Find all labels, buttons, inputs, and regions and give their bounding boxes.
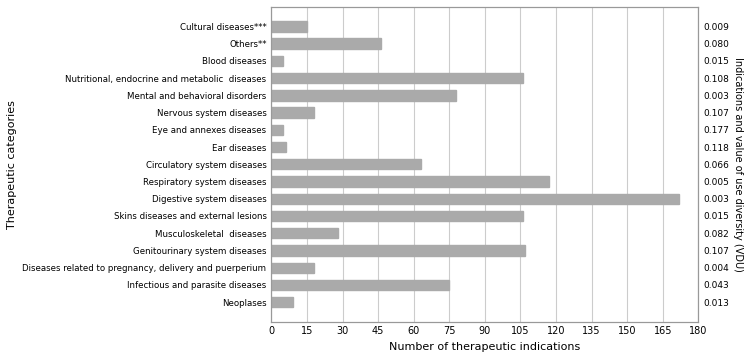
Bar — [272, 90, 457, 101]
Bar — [272, 107, 314, 118]
Bar — [272, 194, 680, 204]
Bar — [272, 262, 314, 273]
Bar — [272, 73, 523, 83]
Bar — [272, 125, 284, 135]
Bar — [272, 297, 292, 307]
Bar — [272, 38, 380, 49]
Bar — [272, 245, 525, 256]
Bar — [272, 21, 307, 32]
Bar — [272, 228, 338, 238]
Bar — [272, 142, 286, 152]
Bar — [272, 56, 284, 66]
Bar — [272, 211, 523, 221]
Y-axis label: Therapeutic categories: Therapeutic categories — [7, 100, 17, 229]
Bar — [272, 176, 549, 187]
X-axis label: Number of therapeutic indications: Number of therapeutic indications — [389, 342, 580, 352]
Bar — [272, 159, 421, 169]
Y-axis label: Indications and value of use diversity (VDU): Indications and value of use diversity (… — [733, 57, 743, 272]
Bar — [272, 280, 449, 290]
